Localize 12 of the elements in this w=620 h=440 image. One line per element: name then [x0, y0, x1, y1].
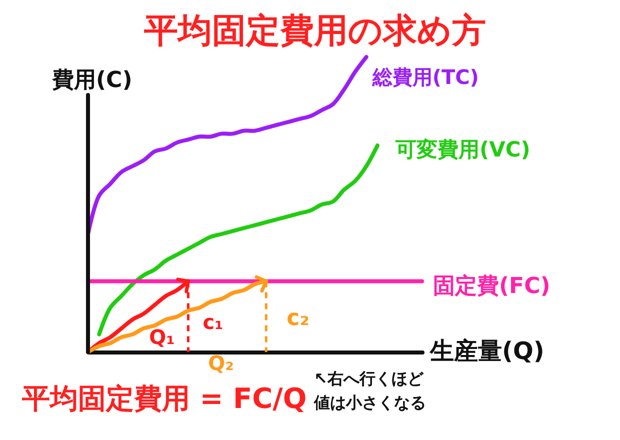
annotation: c₁: [202, 310, 224, 334]
series-label: 固定費(FC): [433, 273, 550, 300]
annotation: Q₂: [208, 351, 234, 375]
y-axis-title: 費用(C): [51, 68, 132, 93]
chart-title: 平均固定費用の求め方: [143, 11, 486, 51]
annotation: Q₁: [149, 325, 175, 349]
series-label: 総費用(TC): [371, 65, 479, 89]
text: ↖右へ行くほど値は小さくなる: [313, 369, 426, 412]
series-label: 可変費用(VC): [394, 138, 530, 162]
annotation: c₂: [286, 306, 310, 331]
x-axis-title: 生産量(Q): [429, 337, 544, 365]
text: 平均固定費用 = FC/Q: [21, 382, 307, 415]
